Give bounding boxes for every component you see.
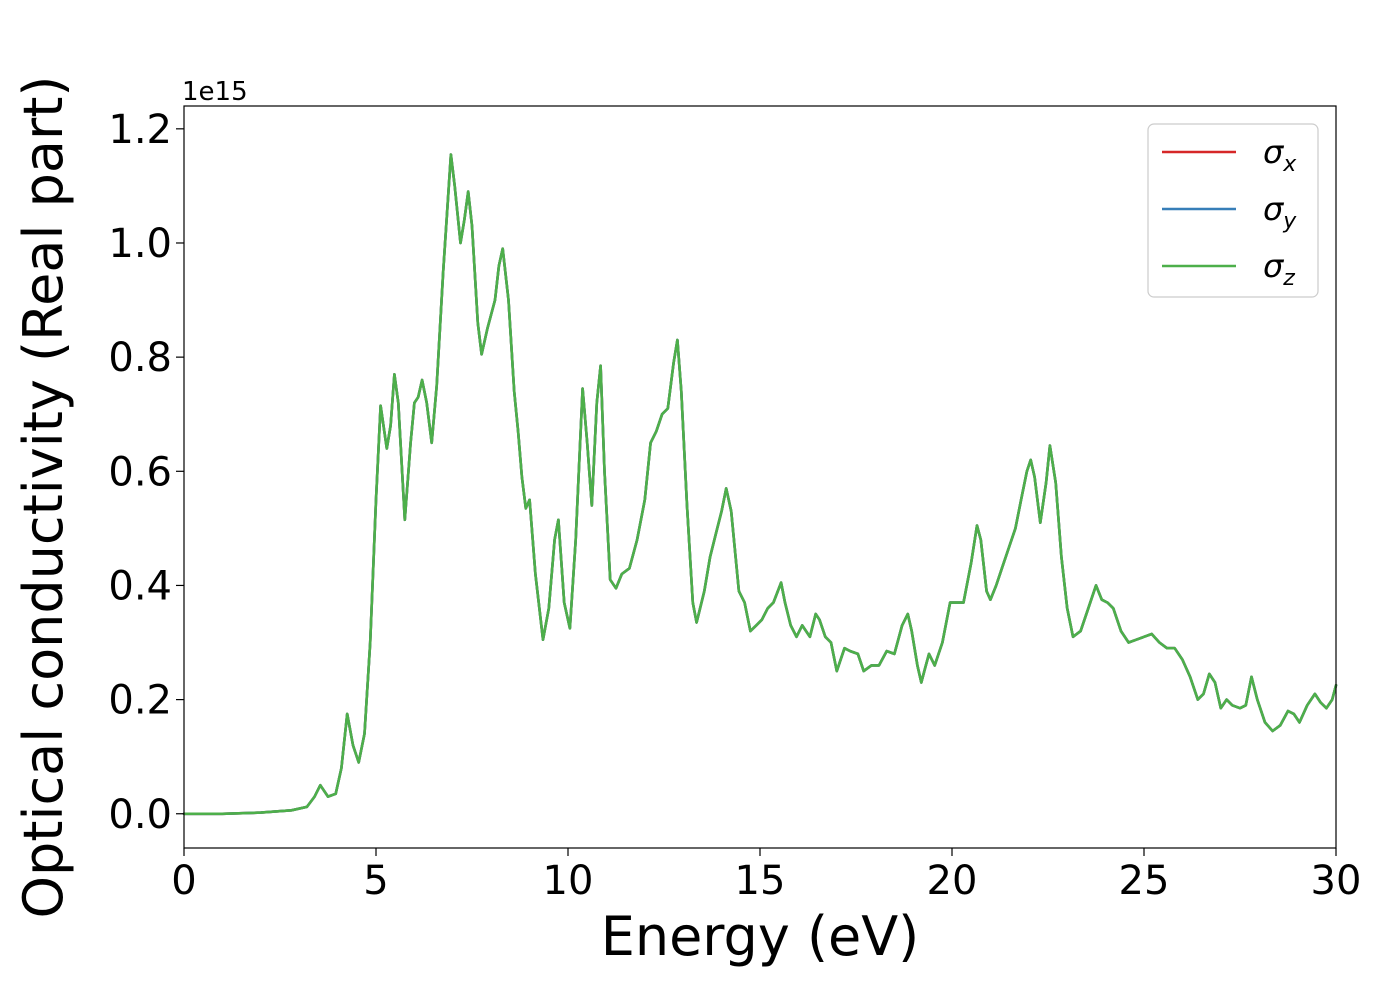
y-tick-label: 0.8 bbox=[108, 335, 172, 381]
sigma-z-line bbox=[182, 153, 1338, 816]
y-tick-label: 1.0 bbox=[108, 221, 172, 267]
x-axis: 0 5 10 15 20 25 30 bbox=[171, 848, 1361, 904]
x-tick-label: 30 bbox=[1311, 858, 1362, 904]
x-tick-label: 15 bbox=[735, 858, 786, 904]
x-tick-label: 0 bbox=[171, 858, 196, 904]
series-layer bbox=[182, 153, 1338, 816]
y-axis-label: Optical conductivity (Real part) bbox=[12, 76, 75, 919]
y-offset-label: 1e15 bbox=[182, 77, 248, 107]
y-tick-label: 0.2 bbox=[108, 678, 172, 724]
y-tick-label: 0.4 bbox=[108, 563, 172, 609]
y-tick-label: 1.2 bbox=[108, 107, 172, 153]
legend: σx σy σz bbox=[1147, 123, 1319, 298]
x-tick-label: 20 bbox=[927, 858, 978, 904]
legend-label: σy bbox=[1263, 190, 1297, 234]
legend-label: σz bbox=[1263, 247, 1295, 291]
x-tick-label: 25 bbox=[1119, 858, 1170, 904]
y-tick-label: 0.0 bbox=[108, 792, 172, 838]
x-axis-label: Energy (eV) bbox=[601, 905, 920, 968]
x-tick-label: 5 bbox=[363, 858, 388, 904]
y-axis: 0.0 0.2 0.4 0.6 0.8 1.0 1.2 bbox=[108, 107, 184, 838]
y-tick-label: 0.6 bbox=[108, 449, 172, 495]
legend-box bbox=[1147, 123, 1319, 298]
legend-label: σx bbox=[1263, 133, 1297, 177]
x-tick-label: 10 bbox=[543, 858, 594, 904]
